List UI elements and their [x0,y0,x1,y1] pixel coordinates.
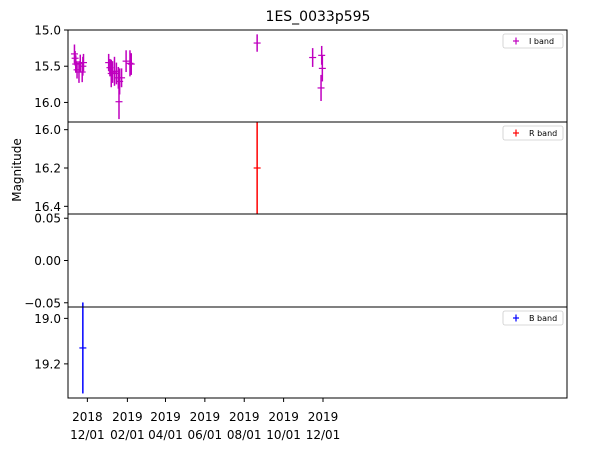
xtick-label-date-5: 08/01 [227,428,262,442]
xtick-label-year-1: 2018 [72,410,103,424]
ytick-label-panel2-1: 16.0 [34,123,61,137]
chart-title: 1ES_0033p595 [266,9,371,25]
ytick-label-panel2-2: 16.2 [34,162,61,176]
legend-box-panel2 [502,125,564,141]
xtick-label-year-5: 2019 [229,410,260,424]
panel-2: 16.0 16.2 16.4 R band [34,121,568,215]
ytick-label-panel1-2: 15.5 [34,60,61,74]
xtick-label-date-3: 04/01 [148,428,183,442]
panel-1: 15.0 15.5 16.0 I band [34,24,568,123]
xtick-label-date-1: 12/01 [70,428,105,442]
ytick-label-panel3-3: −0.05 [24,296,61,310]
ytick-label-panel3-1: 0.05 [34,212,61,226]
xtick-label-date-6: 10/01 [266,428,301,442]
xtick-label-date-4: 06/01 [188,428,223,442]
xtick-label-year-2: 2019 [112,410,143,424]
ytick-label-panel3-2: 0.00 [34,254,61,268]
xtick-label-year-4: 2019 [190,410,221,424]
y-axis-label: Magnitude [10,138,24,202]
legend-label-panel2: R band [529,129,557,138]
xtick-label-date-2: 02/01 [110,428,145,442]
legend-box-panel4 [502,310,564,326]
panels-group: 15.0 15.5 16.0 I band 16.0 16.2 16.4 R band 0.05… [24,24,568,399]
panel-4: 19.0 19.2 B band [34,302,568,399]
x-axis: 2018 12/01 2019 02/01 2019 04/01 2019 06/01 2019… [70,398,340,442]
panel-frame-4 [67,306,568,399]
xtick-label-year-6: 2019 [268,410,299,424]
ytick-label-panel2-3: 16.4 [34,200,61,214]
legend-box-panel1 [502,33,564,49]
xtick-label-year-3: 2019 [150,410,181,424]
ytick-label-panel4-1: 19.0 [34,312,61,326]
ytick-label-panel1-1: 15.0 [34,24,61,38]
ytick-label-panel1-3: 16.0 [34,96,61,110]
xtick-label-year-7: 2019 [308,410,339,424]
xtick-label-date-7: 12/01 [306,428,341,442]
legend-label-panel1: I band [529,37,554,46]
ytick-label-panel4-2: 19.2 [34,357,61,371]
legend-label-panel4: B band [529,314,557,323]
